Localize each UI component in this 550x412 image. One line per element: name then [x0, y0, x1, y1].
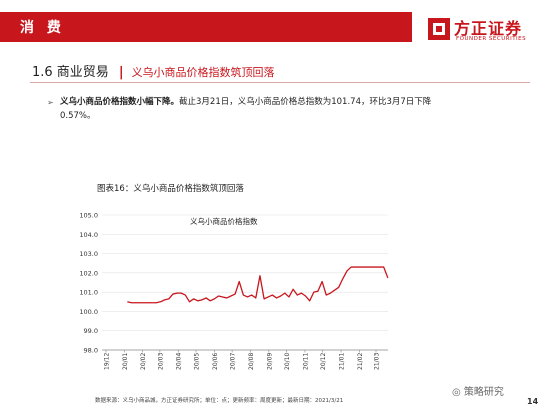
bullet-paragraph: 义乌小商品价格指数小幅下降。截止3月21日，义乌小商品价格总指数为101.74，…	[60, 95, 460, 123]
figure-caption: 图表16：义乌小商品价格指数筑顶回落	[97, 184, 244, 194]
series-line	[127, 266, 389, 304]
y-tick-label: 98.0	[84, 347, 98, 355]
x-tick-label: 21/03	[374, 353, 381, 370]
founder-logo-icon	[428, 18, 450, 40]
section-subtitle: 义乌小商品价格指数筑顶回落	[131, 66, 275, 79]
y-tick-label: 99.0	[84, 327, 98, 335]
x-tick-label: 20/02	[140, 353, 147, 370]
bullet-lead: 义乌小商品价格指数小幅下降。	[60, 97, 180, 107]
page-number: 14	[527, 397, 539, 406]
x-tick-label: 20/06	[212, 353, 219, 370]
logo-name-cn: 方正证券	[454, 19, 523, 38]
bullet-arrow-icon: ➢	[47, 98, 54, 107]
y-tick-label: 105.0	[79, 212, 98, 220]
x-tick-label: 20/10	[284, 353, 291, 370]
x-tick-label: 20/07	[230, 353, 237, 370]
footer-source-note: 数据来源：义乌小商品城，方正证券研究所；单位：点；更新频率：周度更新；最新日期：…	[95, 398, 344, 404]
y-tick-label: 101.0	[79, 289, 98, 297]
x-tick-label: 20/01	[122, 353, 129, 370]
watermark-text: 策略研究	[463, 387, 504, 398]
x-tick-label: 20/12	[320, 353, 327, 370]
section-number-title: 1.6 商业贸易	[32, 65, 109, 80]
x-tick-label: 20/11	[302, 353, 309, 370]
logo-name-en: FOUNDER SECURITIES	[456, 36, 527, 42]
watermark-icon: ◎	[452, 387, 464, 398]
chart-title: 义乌小商品价格指数	[190, 216, 258, 226]
y-tick-label: 103.0	[79, 250, 98, 258]
x-tick-label: 20/08	[248, 353, 255, 370]
x-tick-label: 20/05	[194, 353, 201, 370]
x-tick-label: 19/12	[104, 353, 111, 370]
section-divider	[30, 82, 530, 83]
wechat-watermark: ◎ 策略研究	[452, 383, 504, 398]
header-bar	[0, 12, 412, 42]
x-tick-label: 21/02	[357, 353, 364, 370]
y-tick-label: 102.0	[79, 269, 98, 277]
section-tag: 消 费	[20, 20, 65, 36]
x-tick-label: 20/04	[176, 353, 183, 370]
title-separator: |	[118, 65, 124, 80]
x-tick-label: 21/01	[339, 353, 346, 370]
section-title: 1.6 商业贸易 | 义乌小商品价格指数筑顶回落	[32, 61, 275, 80]
x-tick-label: 20/03	[157, 353, 164, 370]
x-tick-label: 20/09	[266, 353, 273, 370]
price-index-chart: 98.0 99.0 100.0 101.0 102.0 103.0 104.0 105.0 1…	[79, 212, 389, 370]
y-tick-label: 100.0	[79, 308, 98, 316]
bullet-text: 截止3月21日，义乌小商品价格总指数为101.74，环比3月7日下降0.57%。	[60, 97, 432, 121]
y-tick-label: 104.0	[79, 231, 98, 239]
